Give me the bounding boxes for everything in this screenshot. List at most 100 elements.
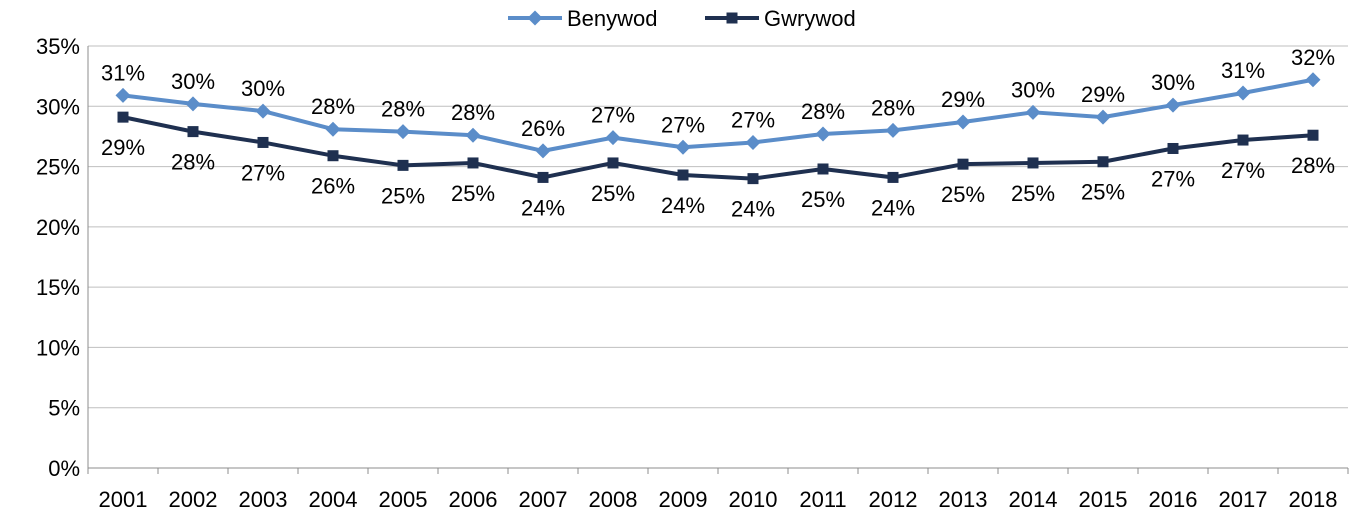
data-point-gwrywod bbox=[957, 158, 969, 170]
data-label-gwrywod: 29% bbox=[101, 135, 145, 160]
y-tick-label: 5% bbox=[48, 396, 80, 421]
data-label-gwrywod: 25% bbox=[1081, 180, 1125, 205]
data-point-benywod bbox=[1095, 109, 1111, 125]
data-label-gwrywod: 25% bbox=[451, 181, 495, 206]
y-tick-label: 20% bbox=[36, 215, 80, 240]
data-point-gwrywod bbox=[677, 169, 689, 181]
data-point-benywod bbox=[115, 87, 131, 103]
data-point-benywod bbox=[1165, 97, 1181, 113]
data-point-gwrywod bbox=[1097, 156, 1109, 168]
x-tick-label: 2010 bbox=[729, 487, 778, 512]
x-tick-label: 2003 bbox=[239, 487, 288, 512]
data-label-benywod: 29% bbox=[1081, 82, 1125, 107]
legend-label: Gwrywod bbox=[764, 6, 856, 31]
x-tick-label: 2018 bbox=[1289, 487, 1338, 512]
data-label-benywod: 28% bbox=[311, 94, 355, 119]
data-label-benywod: 27% bbox=[661, 112, 705, 137]
data-point-gwrywod bbox=[1167, 142, 1179, 154]
legend-item-benywod[interactable]: Benywod bbox=[508, 6, 658, 31]
data-point-gwrywod bbox=[817, 163, 829, 175]
data-label-gwrywod: 26% bbox=[311, 174, 355, 199]
legend[interactable]: Benywod Gwrywod bbox=[508, 6, 856, 31]
y-tick-label: 30% bbox=[36, 94, 80, 119]
data-label-gwrywod: 28% bbox=[171, 150, 215, 175]
data-point-benywod bbox=[605, 130, 621, 146]
gridlines bbox=[88, 45, 1348, 469]
data-point-gwrywod bbox=[397, 159, 409, 171]
x-tick-label: 2007 bbox=[519, 487, 568, 512]
data-label-benywod: 28% bbox=[871, 95, 915, 120]
x-axis: 2001 2002 2003 2004 2005 2006 2007 2008 2009 2010… bbox=[87, 468, 1349, 512]
data-label-gwrywod: 24% bbox=[521, 195, 565, 220]
x-tick-label: 2017 bbox=[1219, 487, 1268, 512]
legend-label: Benywod bbox=[567, 6, 658, 31]
y-tick-label: 15% bbox=[36, 275, 80, 300]
x-tick-label: 2014 bbox=[1009, 487, 1058, 512]
x-tick-label: 2013 bbox=[939, 487, 988, 512]
data-point-gwrywod bbox=[117, 111, 129, 123]
data-point-gwrywod bbox=[537, 171, 549, 183]
data-label-benywod: 28% bbox=[451, 100, 495, 125]
data-point-gwrywod bbox=[607, 157, 619, 169]
data-label-benywod: 30% bbox=[241, 76, 285, 101]
data-labels: 31% 30% 30% 28% 28% 28% 26% 27% 27% 27% 28% 28% 29% 3… bbox=[101, 45, 1335, 222]
x-tick-label: 2016 bbox=[1149, 487, 1198, 512]
data-point-benywod bbox=[185, 96, 201, 112]
data-point-gwrywod bbox=[257, 136, 269, 148]
data-point-benywod bbox=[465, 127, 481, 143]
x-tick-label: 2015 bbox=[1079, 487, 1128, 512]
data-label-gwrywod: 24% bbox=[661, 193, 705, 218]
data-label-benywod: 28% bbox=[801, 99, 845, 124]
data-point-benywod bbox=[1235, 85, 1251, 101]
data-point-benywod bbox=[745, 134, 761, 150]
y-tick-label: 10% bbox=[36, 335, 80, 360]
data-point-benywod bbox=[535, 143, 551, 159]
data-label-gwrywod: 27% bbox=[1221, 158, 1265, 183]
data-label-benywod: 30% bbox=[171, 69, 215, 94]
series-line-gwrywod bbox=[122, 115, 1314, 181]
x-tick-label: 2002 bbox=[169, 487, 218, 512]
data-point-gwrywod bbox=[887, 171, 899, 183]
y-axis: 0% 5% 10% 15% 20% 25% 30% 35% bbox=[36, 34, 89, 481]
y-tick-label: 25% bbox=[36, 155, 80, 180]
data-label-gwrywod: 25% bbox=[801, 187, 845, 212]
data-label-benywod: 31% bbox=[1221, 58, 1265, 83]
data-point-benywod bbox=[885, 122, 901, 138]
data-point-benywod bbox=[955, 114, 971, 130]
data-label-benywod: 26% bbox=[521, 116, 565, 141]
data-label-benywod: 28% bbox=[381, 97, 425, 122]
data-point-benywod bbox=[815, 126, 831, 142]
data-point-gwrywod bbox=[187, 126, 199, 138]
data-point-benywod bbox=[1025, 104, 1041, 120]
legend-marker-diamond bbox=[527, 10, 543, 26]
data-point-benywod bbox=[1305, 72, 1321, 88]
data-label-gwrywod: 25% bbox=[591, 181, 635, 206]
data-point-gwrywod bbox=[1237, 134, 1249, 146]
data-label-benywod: 27% bbox=[591, 103, 635, 128]
x-tick-label: 2011 bbox=[799, 487, 846, 512]
data-label-gwrywod: 28% bbox=[1291, 153, 1335, 178]
data-point-benywod bbox=[325, 121, 341, 137]
x-tick-label: 2009 bbox=[659, 487, 708, 512]
data-label-benywod: 32% bbox=[1291, 45, 1335, 70]
legend-item-gwrywod[interactable]: Gwrywod bbox=[705, 6, 856, 31]
data-label-gwrywod: 24% bbox=[871, 195, 915, 220]
data-label-gwrywod: 25% bbox=[381, 183, 425, 208]
data-label-benywod: 27% bbox=[731, 107, 775, 132]
y-tick-label: 0% bbox=[48, 456, 80, 481]
x-tick-label: 2004 bbox=[309, 487, 358, 512]
series-line-benywod bbox=[122, 77, 1314, 153]
data-point-benywod bbox=[255, 103, 271, 119]
data-label-gwrywod: 27% bbox=[241, 160, 285, 185]
data-label-benywod: 31% bbox=[101, 60, 145, 85]
data-label-gwrywod: 25% bbox=[941, 182, 985, 207]
data-label-gwrywod: 27% bbox=[1151, 166, 1195, 191]
data-point-benywod bbox=[395, 124, 411, 140]
x-tick-label: 2005 bbox=[379, 487, 428, 512]
data-point-gwrywod bbox=[1027, 157, 1039, 169]
data-label-benywod: 30% bbox=[1011, 77, 1055, 102]
data-label-benywod: 29% bbox=[941, 87, 985, 112]
x-tick-label: 2012 bbox=[869, 487, 918, 512]
y-tick-label: 35% bbox=[36, 34, 80, 59]
